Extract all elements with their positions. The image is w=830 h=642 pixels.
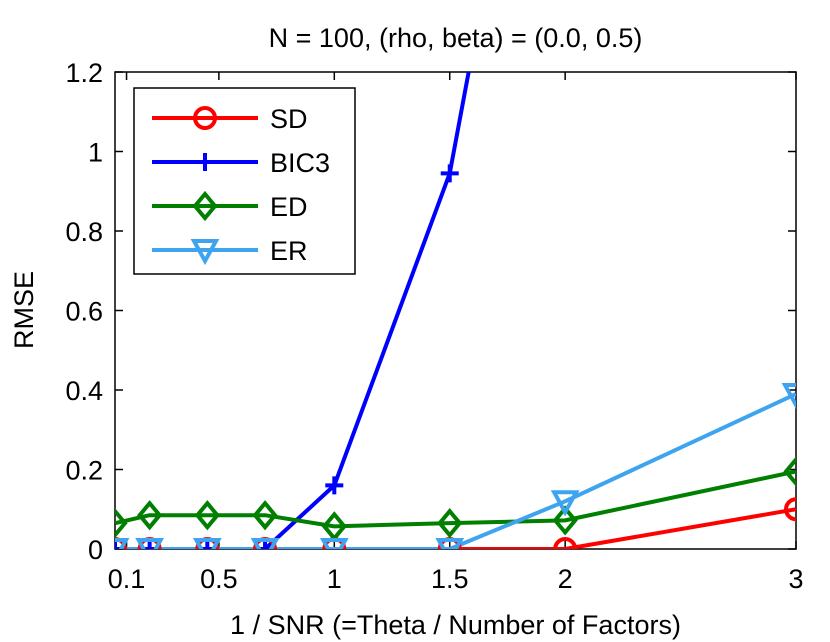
legend-label-sd: SD xyxy=(270,104,308,134)
y-tick-label: 0.6 xyxy=(65,297,103,327)
data-point-er xyxy=(550,490,580,517)
series-line-er xyxy=(115,392,796,549)
y-axis-label: RMSE xyxy=(9,271,39,349)
data-point-er xyxy=(781,382,796,410)
x-tick-label: 1.5 xyxy=(431,564,469,594)
data-point-bic3 xyxy=(325,476,344,495)
x-axis-label: 1 / SNR (=Theta / Number of Factors) xyxy=(230,610,681,640)
legend-label-er: ER xyxy=(270,236,308,266)
chart-title: N = 100, (rho, beta) = (0.0, 0.5) xyxy=(269,23,643,53)
data-point-ed xyxy=(115,508,128,539)
data-point-bic3 xyxy=(198,540,217,549)
data-point-ed xyxy=(783,456,796,487)
y-tick-label: 1 xyxy=(88,138,103,168)
legend-marker-sd xyxy=(193,106,217,130)
data-point-er xyxy=(135,538,165,549)
legend-label-ed: ED xyxy=(270,192,308,222)
data-point-er xyxy=(435,538,465,549)
data-point-er xyxy=(319,538,349,549)
y-tick-label: 0 xyxy=(88,535,103,565)
data-point-ed xyxy=(437,508,463,539)
y-tick-label: 0.8 xyxy=(65,217,103,247)
data-point-ed xyxy=(552,505,578,536)
y-tick-label: 0.2 xyxy=(65,456,103,486)
legend-label-bic3: BIC3 xyxy=(270,148,330,178)
legend-marker-er xyxy=(190,239,220,266)
legend-box xyxy=(133,87,356,275)
x-tick-label: 1 xyxy=(327,564,342,594)
data-point-bic3 xyxy=(256,540,275,549)
series-markers xyxy=(115,164,796,549)
x-tick-label: 3 xyxy=(788,564,803,594)
series-line-bic3 xyxy=(115,72,471,549)
data-point-ed xyxy=(252,500,278,531)
y-axis-ticks: 0 0.2 0.4 0.6 0.8 1 1.2 xyxy=(65,58,796,565)
data-point-ed xyxy=(137,500,163,531)
data-point-sd xyxy=(784,497,796,522)
legend-marker-bic3 xyxy=(196,153,214,171)
data-point-er xyxy=(192,538,222,549)
legend-marker-ed xyxy=(192,190,218,222)
x-tick-label: 2 xyxy=(558,564,573,594)
data-point-er xyxy=(250,538,280,549)
data-point-sd xyxy=(553,537,578,549)
x-axis-ticks: 0.1 0.5 1 1.5 2 3 xyxy=(108,72,804,594)
data-point-bic3 xyxy=(140,540,159,549)
legend: SD BIC3 ED ER xyxy=(133,87,356,275)
x-tick-label: 0.1 xyxy=(108,564,146,594)
y-tick-label: 0.4 xyxy=(65,376,103,406)
data-point-bic3 xyxy=(440,164,459,183)
y-tick-label: 1.2 xyxy=(65,58,103,88)
x-tick-label: 0.5 xyxy=(200,564,238,594)
data-point-ed xyxy=(194,500,220,531)
